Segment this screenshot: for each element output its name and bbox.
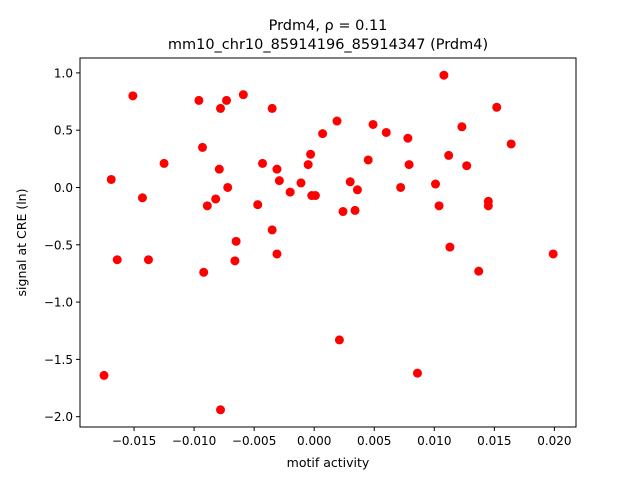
- data-point: [231, 236, 241, 246]
- x-axis-label: motif activity: [287, 455, 370, 470]
- x-tick-label: −0.010: [172, 434, 216, 448]
- data-point: [363, 155, 373, 165]
- data-point: [403, 133, 413, 143]
- data-point: [474, 266, 484, 276]
- data-point: [258, 158, 268, 168]
- chart-title-line2: mm10_chr10_85914196_85914347 (Prdm4): [168, 37, 488, 53]
- data-point: [230, 256, 240, 266]
- data-point: [444, 150, 454, 160]
- data-point: [137, 193, 147, 203]
- data-point: [457, 122, 467, 132]
- data-point: [199, 267, 209, 277]
- data-point: [272, 249, 282, 259]
- data-point: [338, 207, 348, 217]
- x-tick-label: 0.000: [297, 434, 331, 448]
- data-point: [202, 201, 212, 211]
- y-tick-label: 0.0: [54, 181, 73, 195]
- data-point: [194, 95, 204, 105]
- data-point: [439, 70, 449, 80]
- data-point: [238, 90, 248, 100]
- y-tick-label: −1.5: [44, 353, 73, 367]
- data-point: [345, 177, 355, 187]
- data-point: [381, 127, 391, 137]
- data-point: [216, 405, 226, 415]
- data-point: [106, 174, 116, 184]
- y-tick-label: −0.5: [44, 238, 73, 252]
- data-point: [430, 179, 440, 189]
- data-point: [272, 164, 282, 174]
- x-axis: −0.015 −0.010 −0.005 0.000 0.005 0.010 0.015 0.…: [112, 427, 572, 448]
- data-point: [214, 164, 224, 174]
- data-point: [352, 185, 362, 195]
- data-points: [99, 70, 558, 415]
- data-point: [462, 161, 472, 171]
- data-point: [222, 95, 232, 105]
- x-tick-label: −0.005: [232, 434, 276, 448]
- data-point: [445, 242, 455, 252]
- data-point: [412, 368, 422, 378]
- plot-frame: [79, 57, 577, 428]
- data-point: [274, 176, 284, 186]
- data-point: [350, 205, 360, 215]
- data-point: [492, 102, 502, 112]
- data-point: [285, 187, 295, 197]
- y-tick-label: −2.0: [44, 410, 73, 424]
- data-point: [267, 225, 277, 235]
- data-point: [368, 119, 378, 129]
- data-point: [216, 103, 226, 113]
- x-tick-label: −0.015: [112, 434, 156, 448]
- y-tick-label: −1.0: [44, 296, 73, 310]
- data-point: [211, 194, 221, 204]
- data-point: [332, 116, 342, 126]
- data-point: [112, 255, 122, 265]
- data-point: [159, 158, 169, 168]
- data-point: [434, 201, 444, 211]
- x-tick-label: 0.020: [537, 434, 571, 448]
- data-point: [143, 255, 153, 265]
- data-point: [318, 129, 328, 139]
- data-point: [506, 139, 516, 149]
- chart-title-line1: Prdm4, ρ = 0.11: [269, 18, 388, 34]
- data-point: [548, 249, 558, 259]
- data-point: [99, 370, 109, 380]
- data-point: [267, 103, 277, 113]
- data-point: [223, 182, 233, 192]
- data-point: [483, 201, 493, 211]
- y-tick-label: 0.5: [54, 124, 73, 138]
- data-point: [306, 149, 316, 159]
- x-tick-label: 0.010: [417, 434, 451, 448]
- data-point: [253, 200, 263, 210]
- y-axis: −2.0 −1.5 −1.0 −0.5 0.0 0.5 1.0: [44, 66, 80, 424]
- data-point: [296, 178, 306, 188]
- data-point: [404, 160, 414, 170]
- x-tick-label: 0.015: [477, 434, 511, 448]
- x-tick-label: 0.005: [357, 434, 391, 448]
- y-tick-label: 1.0: [54, 66, 73, 80]
- data-point: [396, 182, 406, 192]
- data-point: [310, 191, 320, 201]
- y-axis-label: signal at CRE (ln): [14, 189, 29, 297]
- data-point: [334, 335, 344, 345]
- data-point: [128, 91, 138, 101]
- data-point: [303, 160, 313, 170]
- data-point: [198, 142, 207, 152]
